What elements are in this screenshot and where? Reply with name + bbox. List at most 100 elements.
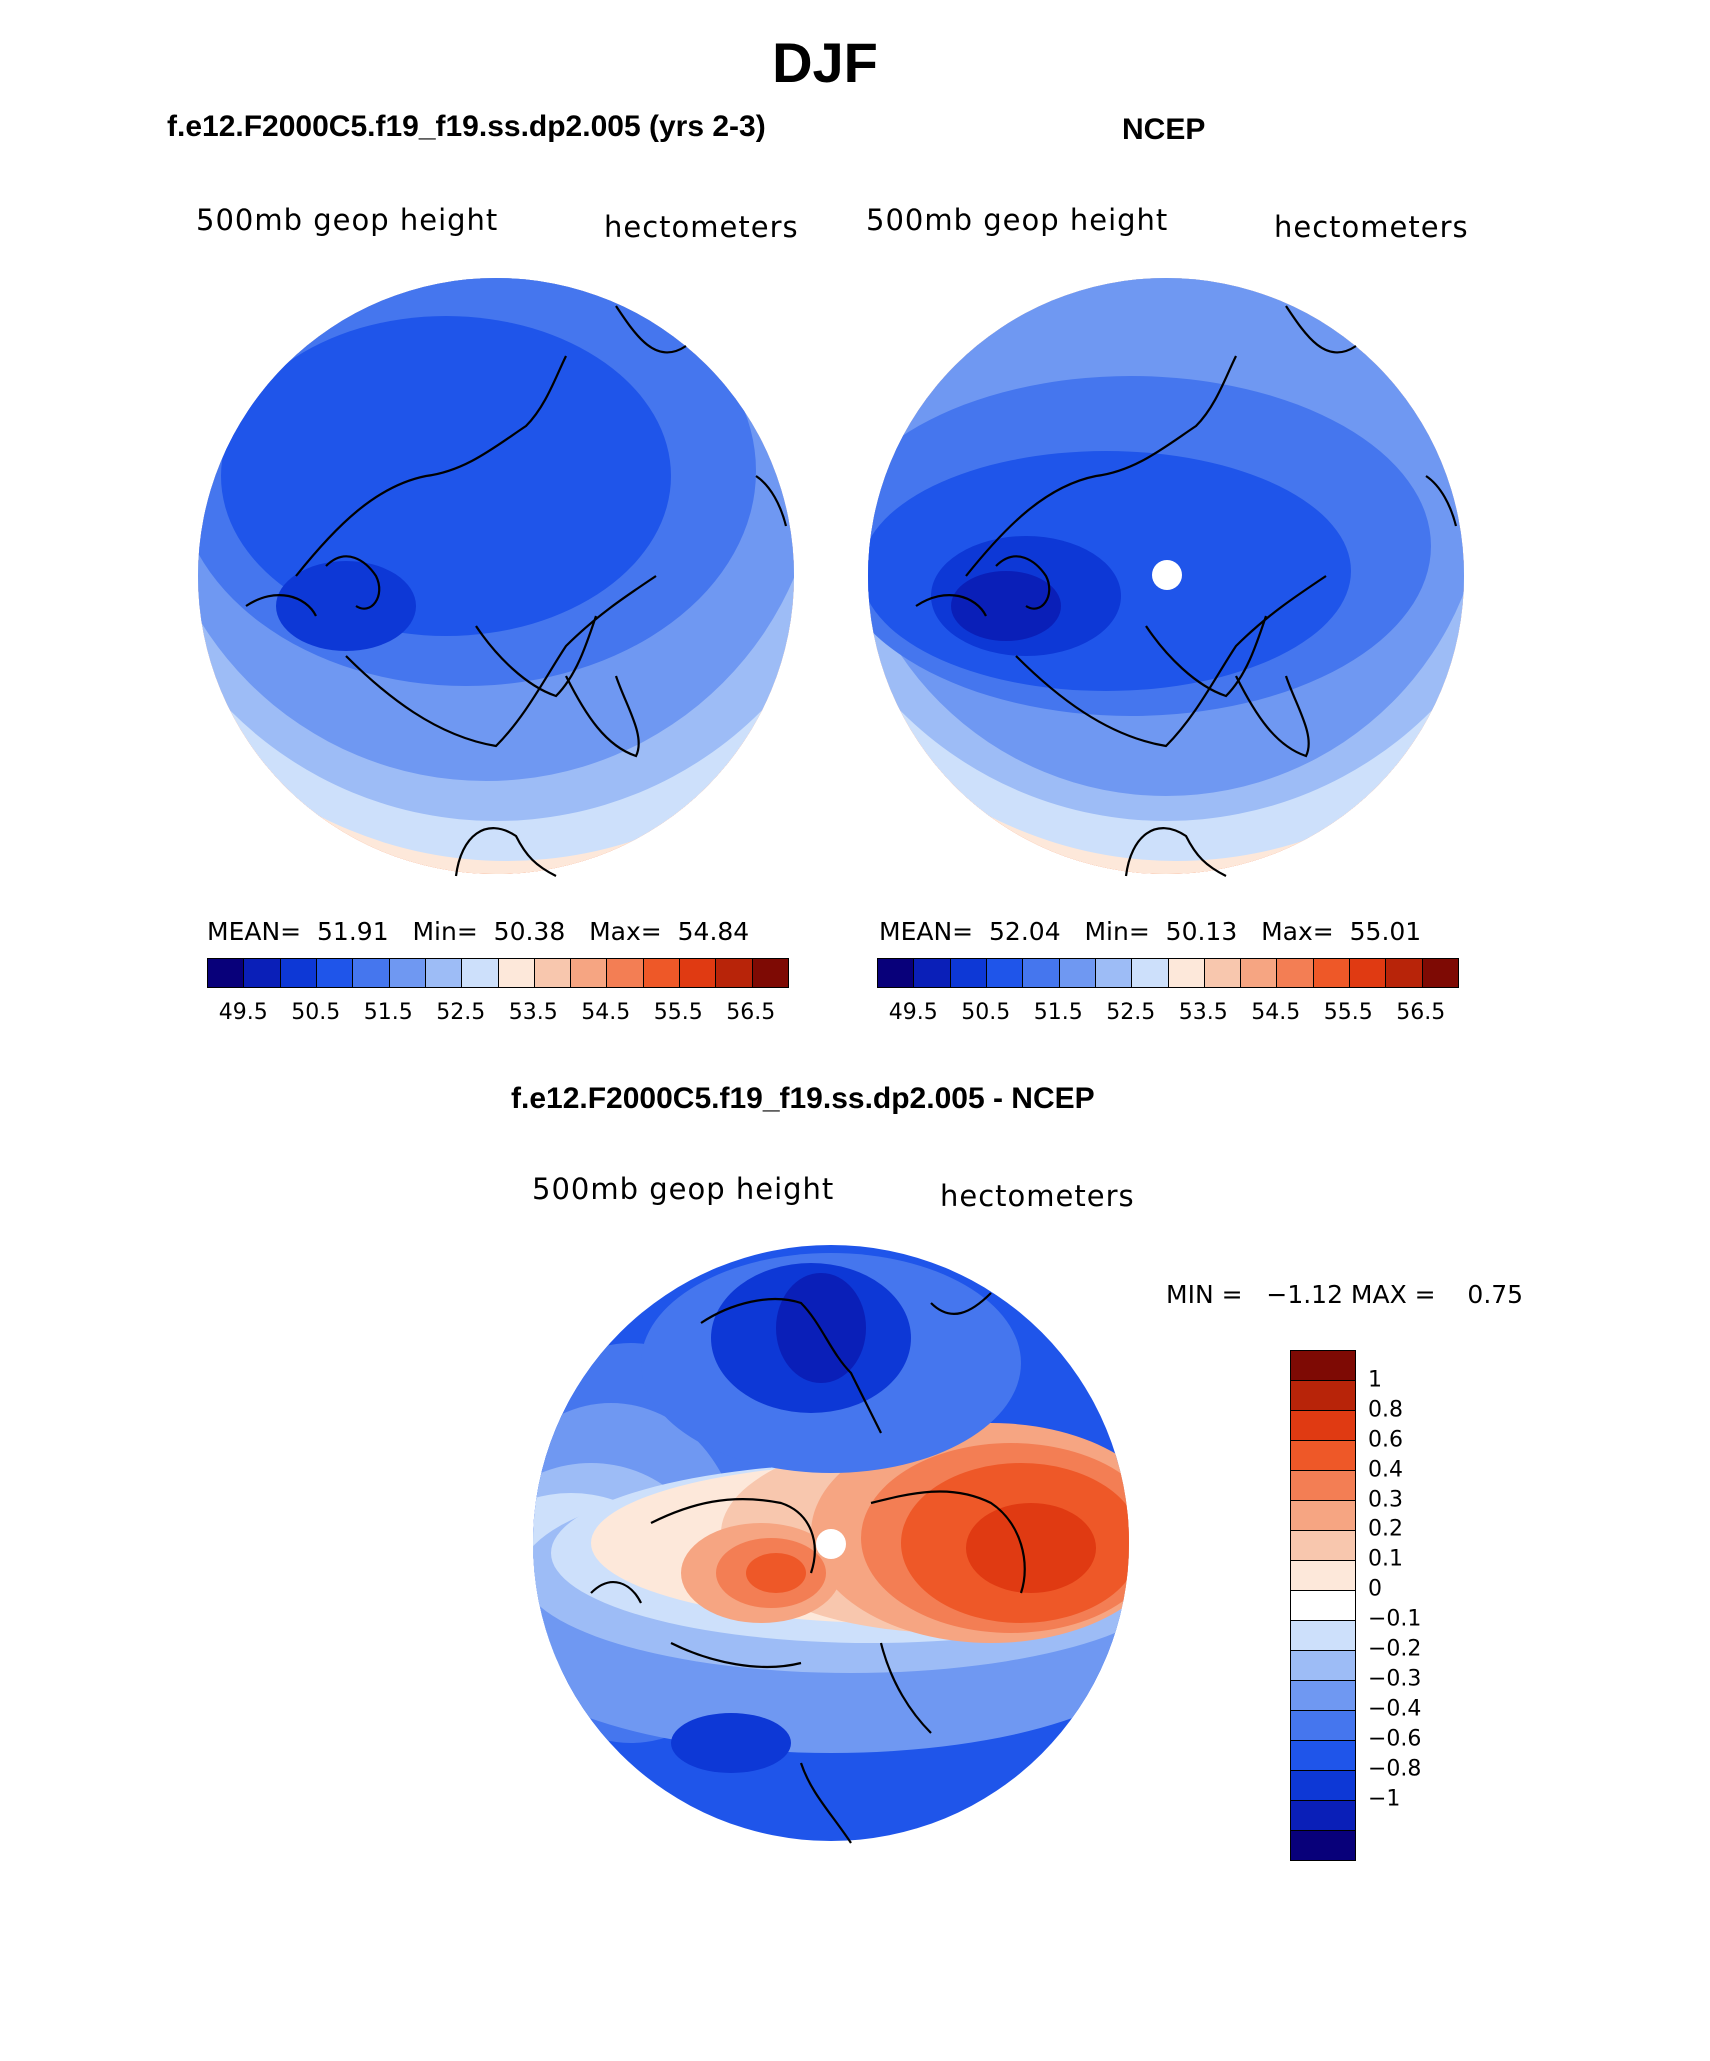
colorbar-tick-label: 50.5 xyxy=(291,1000,341,1025)
colorbar-tick-label: 0 xyxy=(1368,1576,1382,1602)
colorbar-swatch xyxy=(1386,959,1423,987)
colorbar-tick-label: 53.5 xyxy=(508,1000,558,1025)
colorbar-swatch xyxy=(1132,959,1169,987)
panel2-polar-map xyxy=(868,278,1464,877)
colorbar-swatch xyxy=(950,959,987,987)
colorbar-swatch xyxy=(1291,1441,1355,1471)
colorbar-tick-label: 52.5 xyxy=(1106,1000,1156,1025)
diff-right-label: hectometers xyxy=(940,1179,1135,1213)
colorbar-swatch xyxy=(1313,959,1351,987)
colorbar-swatch xyxy=(1291,1561,1355,1591)
panel2-mean-value: 52.04 xyxy=(989,917,1061,946)
colorbar-swatch xyxy=(244,959,281,987)
colorbar-tick-label: 0.6 xyxy=(1368,1427,1403,1453)
colorbar-swatch xyxy=(571,959,608,987)
colorbar-swatch xyxy=(1291,1381,1355,1411)
colorbar-swatch xyxy=(1291,1621,1355,1651)
colorbar-tick-label: 56.5 xyxy=(1396,1000,1446,1025)
colorbar-swatch xyxy=(316,959,354,987)
colorbar-tick-label: 53.5 xyxy=(1178,1000,1228,1025)
colorbar-tick-label: 56.5 xyxy=(726,1000,776,1025)
colorbar-tick-label: 0.4 xyxy=(1368,1457,1403,1483)
colorbar-swatch xyxy=(462,959,499,987)
colorbar-tick-label: 0.1 xyxy=(1368,1546,1403,1572)
diff-title: f.e12.F2000C5.f19_f19.ss.dp2.005 - NCEP xyxy=(511,1082,1095,1115)
colorbar-swatch xyxy=(680,959,717,987)
colorbar-swatch xyxy=(716,959,753,987)
colorbar-swatch xyxy=(1291,1681,1355,1711)
figure-title: DJF xyxy=(772,31,878,94)
colorbar-swatch xyxy=(1168,959,1205,987)
panel2-max-value: 55.01 xyxy=(1349,917,1422,946)
diff-colorbar xyxy=(1290,1350,1356,1861)
panel1-min-label: Min= xyxy=(412,917,478,946)
colorbar-swatch xyxy=(1291,1471,1355,1501)
colorbar-tick-label: −0.3 xyxy=(1368,1666,1422,1692)
colorbar-swatch xyxy=(1350,959,1387,987)
colorbar-swatch xyxy=(1291,1711,1355,1741)
colorbar-swatch xyxy=(534,959,572,987)
colorbar-swatch xyxy=(1291,1801,1355,1831)
colorbar-tick-label: −0.6 xyxy=(1368,1726,1422,1752)
colorbar-tick-label: −0.2 xyxy=(1368,1636,1422,1662)
panel2-mean-label: MEAN= xyxy=(879,917,974,946)
colorbar-tick-label: 49.5 xyxy=(888,1000,938,1025)
diff-left-label: 500mb geop height xyxy=(532,1172,835,1206)
colorbar-swatch xyxy=(1291,1351,1355,1381)
panel2-title: NCEP xyxy=(1122,113,1206,146)
colorbar-swatch xyxy=(1277,959,1314,987)
colorbar-swatch xyxy=(1204,959,1242,987)
panel1-max-label: Max= xyxy=(589,917,662,946)
panel2-left-label: 500mb geop height xyxy=(866,203,1169,237)
colorbar-swatch xyxy=(1291,1411,1355,1441)
panel1-title: f.e12.F2000C5.f19_f19.ss.dp2.005 (yrs 2-… xyxy=(167,110,766,143)
colorbar-swatch xyxy=(1291,1531,1355,1561)
colorbar-swatch xyxy=(1291,1501,1355,1531)
colorbar-swatch xyxy=(1291,1591,1355,1621)
colorbar-swatch xyxy=(208,959,245,987)
panel1-mean-value: 51.91 xyxy=(317,917,389,946)
colorbar-swatch xyxy=(1241,959,1278,987)
colorbar-swatch xyxy=(1291,1771,1355,1801)
panel2-colorbar xyxy=(877,958,1459,988)
colorbar-swatch xyxy=(1095,959,1133,987)
colorbar-swatch xyxy=(425,959,463,987)
colorbar-swatch xyxy=(1023,959,1060,987)
colorbar-tick-label: 0.2 xyxy=(1368,1516,1403,1542)
colorbar-tick-label: 52.5 xyxy=(436,1000,486,1025)
colorbar-tick-label: 51.5 xyxy=(363,1000,413,1025)
colorbar-swatch xyxy=(914,959,951,987)
colorbar-swatch xyxy=(498,959,535,987)
panel2-stats: MEAN= 52.04 Min= 50.13 Max= 55.01 xyxy=(879,917,1421,946)
panel2-colorbar-ticks: 49.5 50.5 51.5 52.5 53.5 54.5 55.5 56.5 xyxy=(877,1000,1457,1030)
panel1-colorbar xyxy=(207,958,789,988)
colorbar-tick-label: −0.1 xyxy=(1368,1606,1422,1632)
colorbar-swatch xyxy=(643,959,681,987)
panel1-colorbar-ticks: 49.5 50.5 51.5 52.5 53.5 54.5 55.5 56.5 xyxy=(207,1000,787,1030)
panel1-left-label: 500mb geop height xyxy=(196,203,499,237)
colorbar-tick-label: 1 xyxy=(1368,1367,1382,1393)
colorbar-swatch xyxy=(280,959,317,987)
colorbar-swatch xyxy=(1291,1831,1355,1860)
diff-polar-map xyxy=(533,1245,1129,1844)
panel1-mean-label: MEAN= xyxy=(207,917,302,946)
colorbar-swatch xyxy=(986,959,1024,987)
panel1-right-label: hectometers xyxy=(604,210,799,244)
panel2-min-value: 50.13 xyxy=(1165,917,1238,946)
colorbar-swatch xyxy=(607,959,644,987)
colorbar-swatch xyxy=(878,959,915,987)
colorbar-swatch xyxy=(1422,959,1458,987)
colorbar-tick-label: −0.8 xyxy=(1368,1756,1422,1782)
colorbar-swatch xyxy=(1291,1651,1355,1681)
panel1-max-value: 54.84 xyxy=(677,917,750,946)
colorbar-tick-label: 0.3 xyxy=(1368,1487,1403,1512)
colorbar-tick-label: 50.5 xyxy=(961,1000,1011,1025)
panel2-min-label: Min= xyxy=(1084,917,1150,946)
colorbar-swatch xyxy=(752,959,788,987)
panel1-polar-map xyxy=(198,278,794,877)
colorbar-tick-label: 51.5 xyxy=(1033,1000,1083,1025)
panel2-right-label: hectometers xyxy=(1274,210,1469,244)
colorbar-swatch xyxy=(1059,959,1096,987)
colorbar-tick-label: −0.4 xyxy=(1368,1696,1422,1722)
panel1-min-value: 50.38 xyxy=(493,917,566,946)
